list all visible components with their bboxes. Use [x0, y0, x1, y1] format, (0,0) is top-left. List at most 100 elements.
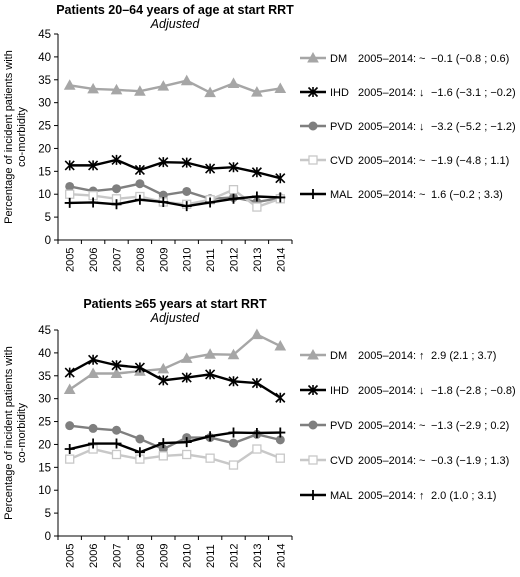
- data-point-ihd: [181, 372, 192, 383]
- data-point-ihd: [158, 157, 169, 168]
- x-tick-label: 2007: [112, 544, 124, 568]
- legend-trend-symbol: ~: [419, 420, 425, 432]
- legend-trend-value: 2.9 (2.1 ; 3.7): [431, 350, 496, 362]
- data-point-pvd: [112, 184, 121, 194]
- x-tick-label: 2010: [182, 248, 194, 272]
- legend-swatch-marker: [308, 121, 318, 131]
- data-point-ihd: [111, 360, 122, 371]
- legend-series-name: MAL: [330, 189, 353, 201]
- y-axis-label: Percentage of incident patients withco-m…: [3, 346, 28, 520]
- legend-trend-period: 2005–2014:: [358, 155, 416, 167]
- data-point-mal: [134, 447, 145, 458]
- legend-entry-cvd: CVD 2005–2014: ~ −0.3 (−1.9 ; 1.3): [300, 455, 509, 467]
- legend-trend-symbol: ~: [419, 53, 425, 65]
- chart-title: Patients 20–64 years of age at start RRT: [56, 3, 294, 17]
- data-point-pvd: [65, 181, 75, 191]
- legend-trend-period: 2005–2014:: [358, 53, 416, 65]
- y-tick-label: 0: [45, 531, 51, 543]
- data-point-dm: [251, 86, 263, 97]
- y-tick-label: 20: [38, 439, 51, 451]
- legend-series-name: DM: [330, 53, 347, 65]
- x-tick-label: 2011: [205, 544, 217, 568]
- series-dm: [63, 328, 287, 395]
- data-point-cvd: [158, 451, 168, 461]
- legend-trend-symbol: ~: [419, 189, 425, 201]
- data-point-ihd: [158, 375, 169, 386]
- series-line-dm: [69, 333, 281, 391]
- data-point-ihd: [134, 164, 145, 176]
- legend-trend-symbol: ↓: [419, 385, 425, 397]
- legend-entry-mal: MAL 2005–2014: ~1.6 (−0.2 ; 3.3): [300, 189, 503, 201]
- data-point-pvd: [112, 425, 121, 435]
- x-tick-label: 2005: [65, 544, 77, 568]
- legend-trend-period: 2005–2014:: [358, 420, 416, 432]
- legend-series-name: CVD: [330, 155, 353, 167]
- data-point-mal: [64, 444, 75, 455]
- data-point-ihd: [88, 354, 99, 365]
- y-tick-label: 35: [38, 371, 51, 383]
- data-point-ihd: [64, 367, 75, 378]
- data-point-cvd: [275, 453, 285, 463]
- series-line-mal: [69, 431, 281, 454]
- data-point-dm: [204, 86, 216, 98]
- data-point-ihd: [111, 154, 122, 165]
- data-point-dm: [227, 77, 240, 88]
- x-tick-label: 2009: [158, 248, 170, 272]
- data-point-cvd: [111, 449, 122, 460]
- data-point-cvd: [252, 202, 262, 212]
- legend-entry-ihd: IHD 2005–2014: ↓ −1.8 (−2.8 ; −0.8): [300, 384, 516, 397]
- legend-trend-period: 2005–2014:: [358, 455, 416, 467]
- data-point-pvd: [135, 179, 145, 189]
- series-line-ihd: [69, 158, 281, 180]
- y-tick-label: 40: [38, 348, 51, 360]
- series-pvd: [65, 421, 285, 454]
- data-point-mal: [181, 437, 192, 448]
- data-point-cvd: [228, 460, 239, 470]
- data-point-dm: [87, 367, 99, 378]
- series-line-cvd: [69, 447, 281, 467]
- data-point-dm: [204, 348, 216, 359]
- data-point-ihd: [275, 173, 286, 184]
- legend-trend-symbol: ↓: [419, 87, 425, 99]
- legend-trend-value: −1.8 (−2.8 ; −0.8): [431, 385, 516, 397]
- data-point-dm: [157, 362, 170, 374]
- data-point-ihd: [64, 160, 75, 171]
- data-point-mal: [228, 427, 239, 438]
- data-point-dm: [87, 82, 99, 94]
- legend-swatch-marker: [307, 51, 319, 63]
- data-point-pvd: [135, 434, 145, 444]
- data-point-pvd: [65, 421, 75, 431]
- legend-series-name: CVD: [330, 455, 353, 467]
- x-tick-label: 2014: [275, 248, 287, 272]
- data-point-mal: [275, 427, 286, 438]
- data-point-ihd: [88, 160, 99, 171]
- data-point-mal: [251, 191, 262, 202]
- data-point-ihd: [205, 369, 216, 380]
- legend-series-name: DM: [330, 350, 347, 362]
- y-tick-label: 30: [38, 98, 51, 110]
- legend-trend-symbol: ↑: [419, 490, 425, 502]
- data-point-mal: [205, 431, 216, 442]
- y-tick-label: 30: [38, 394, 51, 406]
- y-tick-label: 25: [38, 417, 51, 429]
- legend-trend-symbol: ~: [419, 455, 425, 467]
- data-point-cvd: [205, 453, 215, 463]
- series-line-ihd: [69, 358, 281, 399]
- x-tick-label: 2010: [182, 544, 194, 568]
- x-tick-label: 2005: [65, 248, 77, 272]
- data-point-ihd: [205, 163, 216, 174]
- legend-swatch-marker: [308, 189, 318, 199]
- data-point-ihd: [228, 162, 239, 173]
- data-point-ihd: [251, 378, 262, 389]
- legend-trend-symbol: ↓: [419, 121, 425, 133]
- data-point-dm: [274, 339, 287, 351]
- y-tick-label: 25: [38, 121, 51, 133]
- x-tick-label: 2006: [88, 248, 100, 272]
- data-point-mal: [205, 197, 216, 208]
- data-point-mal: [251, 428, 262, 438]
- chart-subtitle: Adjusted: [150, 17, 201, 31]
- chart-subtitle: Adjusted: [150, 311, 201, 325]
- data-point-ihd: [134, 362, 145, 373]
